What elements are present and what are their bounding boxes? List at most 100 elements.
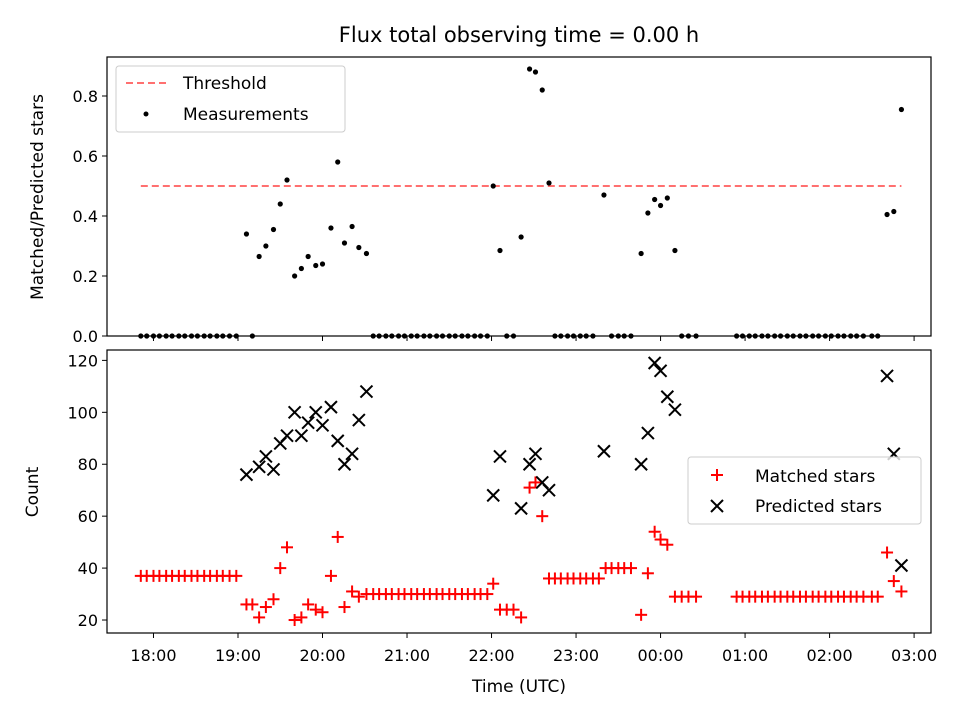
matched-stars-point xyxy=(881,546,894,559)
measurement-point xyxy=(277,201,283,207)
measurement-point xyxy=(652,196,658,203)
matched-stars-point xyxy=(309,603,322,616)
top-legend-box xyxy=(115,65,346,133)
predicted-stars-point xyxy=(653,364,668,378)
predicted-stars-point xyxy=(331,434,345,448)
matched-stars-point xyxy=(515,611,528,624)
measurement-point xyxy=(356,244,362,251)
matched-stars-point xyxy=(324,569,337,582)
predicted-stars-point xyxy=(880,369,894,383)
matched-stars-point xyxy=(274,562,287,575)
top-y-tick-label: 0.2 xyxy=(73,267,98,286)
matched-stars-point xyxy=(624,562,637,575)
predicted-stars-point xyxy=(486,488,500,503)
matched-stars-point xyxy=(635,608,648,621)
matched-stars-point xyxy=(338,601,351,614)
matched-stars-point xyxy=(246,598,259,611)
matched-stars-point xyxy=(230,569,243,582)
bottom-y-tick-label: 40 xyxy=(78,559,98,578)
matched-stars-point xyxy=(316,606,329,619)
measurement-point xyxy=(319,261,326,267)
measurement-point xyxy=(363,250,370,257)
predicted-stars-point xyxy=(301,415,315,430)
matched-stars-point xyxy=(654,533,667,546)
matched-stars-point xyxy=(288,614,301,627)
predicted-stars-point xyxy=(309,405,323,420)
predicted-stars-point xyxy=(315,418,330,433)
measurement-point xyxy=(341,240,348,246)
chart-title: Flux total observing time = 0.00 h xyxy=(339,23,699,47)
bottom-panel: 20 40 60 80 100 120 18:00 19:00 20:00 21:00 22:00… xyxy=(23,349,937,697)
matched-stars-point xyxy=(331,530,344,543)
matched-stars-point xyxy=(302,598,315,611)
series-predicted-stars xyxy=(239,356,909,573)
measurement-point xyxy=(313,262,319,269)
measurement-point xyxy=(601,192,607,198)
matched-stars-point xyxy=(887,575,900,588)
legend-threshold-label: Threshold xyxy=(182,74,267,94)
predicted-stars-point xyxy=(634,457,648,471)
legend-measurements-label: Measurements xyxy=(183,105,309,125)
predicted-stars-point xyxy=(252,460,266,474)
predicted-stars-point xyxy=(239,467,254,482)
matched-stars-point xyxy=(346,585,359,598)
predicted-stars-point xyxy=(493,449,507,464)
top-y-tick-label: 0.4 xyxy=(73,207,98,226)
measurement-point xyxy=(298,265,304,272)
measurement-point xyxy=(292,273,298,279)
measurement-point xyxy=(657,202,664,209)
predicted-stars-point xyxy=(647,356,662,370)
bottom-legend-box xyxy=(687,456,922,525)
x-tick-label: 00:00 xyxy=(638,646,684,665)
matched-stars-point xyxy=(487,577,500,590)
predicted-stars-point xyxy=(894,558,909,573)
measurement-point xyxy=(349,223,355,230)
top-legend: Threshold Measurements xyxy=(115,65,346,133)
predicted-stars-point xyxy=(522,457,537,471)
predicted-stars-point xyxy=(668,403,682,417)
bottom-y-tick-label: 20 xyxy=(78,611,98,630)
measurement-point xyxy=(490,183,496,189)
predicted-stars-point xyxy=(324,400,338,414)
x-tick-label: 20:00 xyxy=(299,646,345,665)
matched-stars-point xyxy=(253,611,266,624)
matched-stars-point xyxy=(295,611,308,624)
legend-matched-label: Matched stars xyxy=(755,467,875,487)
x-tick-label: 18:00 xyxy=(130,646,176,665)
legend-predicted-swatch xyxy=(710,499,724,513)
x-axis-label: Time (UTC) xyxy=(471,677,566,697)
bottom-y-tick-label: 60 xyxy=(78,507,98,526)
predicted-stars-point xyxy=(641,426,655,440)
top-y-tick-label: 0.8 xyxy=(73,87,98,106)
measurement-point xyxy=(497,247,503,254)
bottom-y-ticks: 20 40 60 80 100 120 xyxy=(67,351,107,630)
matched-stars-point xyxy=(267,593,280,606)
top-y-ticks: 0.0 0.2 0.4 0.6 0.8 xyxy=(73,87,107,346)
matched-stars-point xyxy=(648,525,661,538)
predicted-stars-point xyxy=(514,501,528,516)
predicted-stars-point xyxy=(352,413,366,427)
measurement-point xyxy=(335,159,341,165)
predicted-stars-point xyxy=(294,428,309,443)
x-tick-label: 22:00 xyxy=(468,646,514,665)
legend-measurements-swatch xyxy=(143,111,149,117)
top-y-tick-label: 0.0 xyxy=(73,327,98,346)
predicted-stars-point xyxy=(337,457,352,471)
matched-stars-point xyxy=(523,481,536,494)
x-tick-label: 23:00 xyxy=(553,646,599,665)
measurement-point xyxy=(546,180,552,186)
top-axes-frame xyxy=(106,56,932,337)
matched-stars-point xyxy=(592,572,605,585)
matched-stars-point xyxy=(641,567,654,580)
measurement-point xyxy=(270,226,277,233)
matched-stars-point xyxy=(871,590,884,603)
measurement-point xyxy=(884,211,890,218)
measurement-point xyxy=(638,250,644,257)
measurement-point xyxy=(263,243,269,249)
matched-stars-point xyxy=(481,588,494,601)
predicted-stars-point xyxy=(345,447,359,461)
measurement-point xyxy=(518,234,524,240)
matched-stars-point xyxy=(536,510,549,523)
bottom-y-axis-label: Count xyxy=(23,466,43,517)
